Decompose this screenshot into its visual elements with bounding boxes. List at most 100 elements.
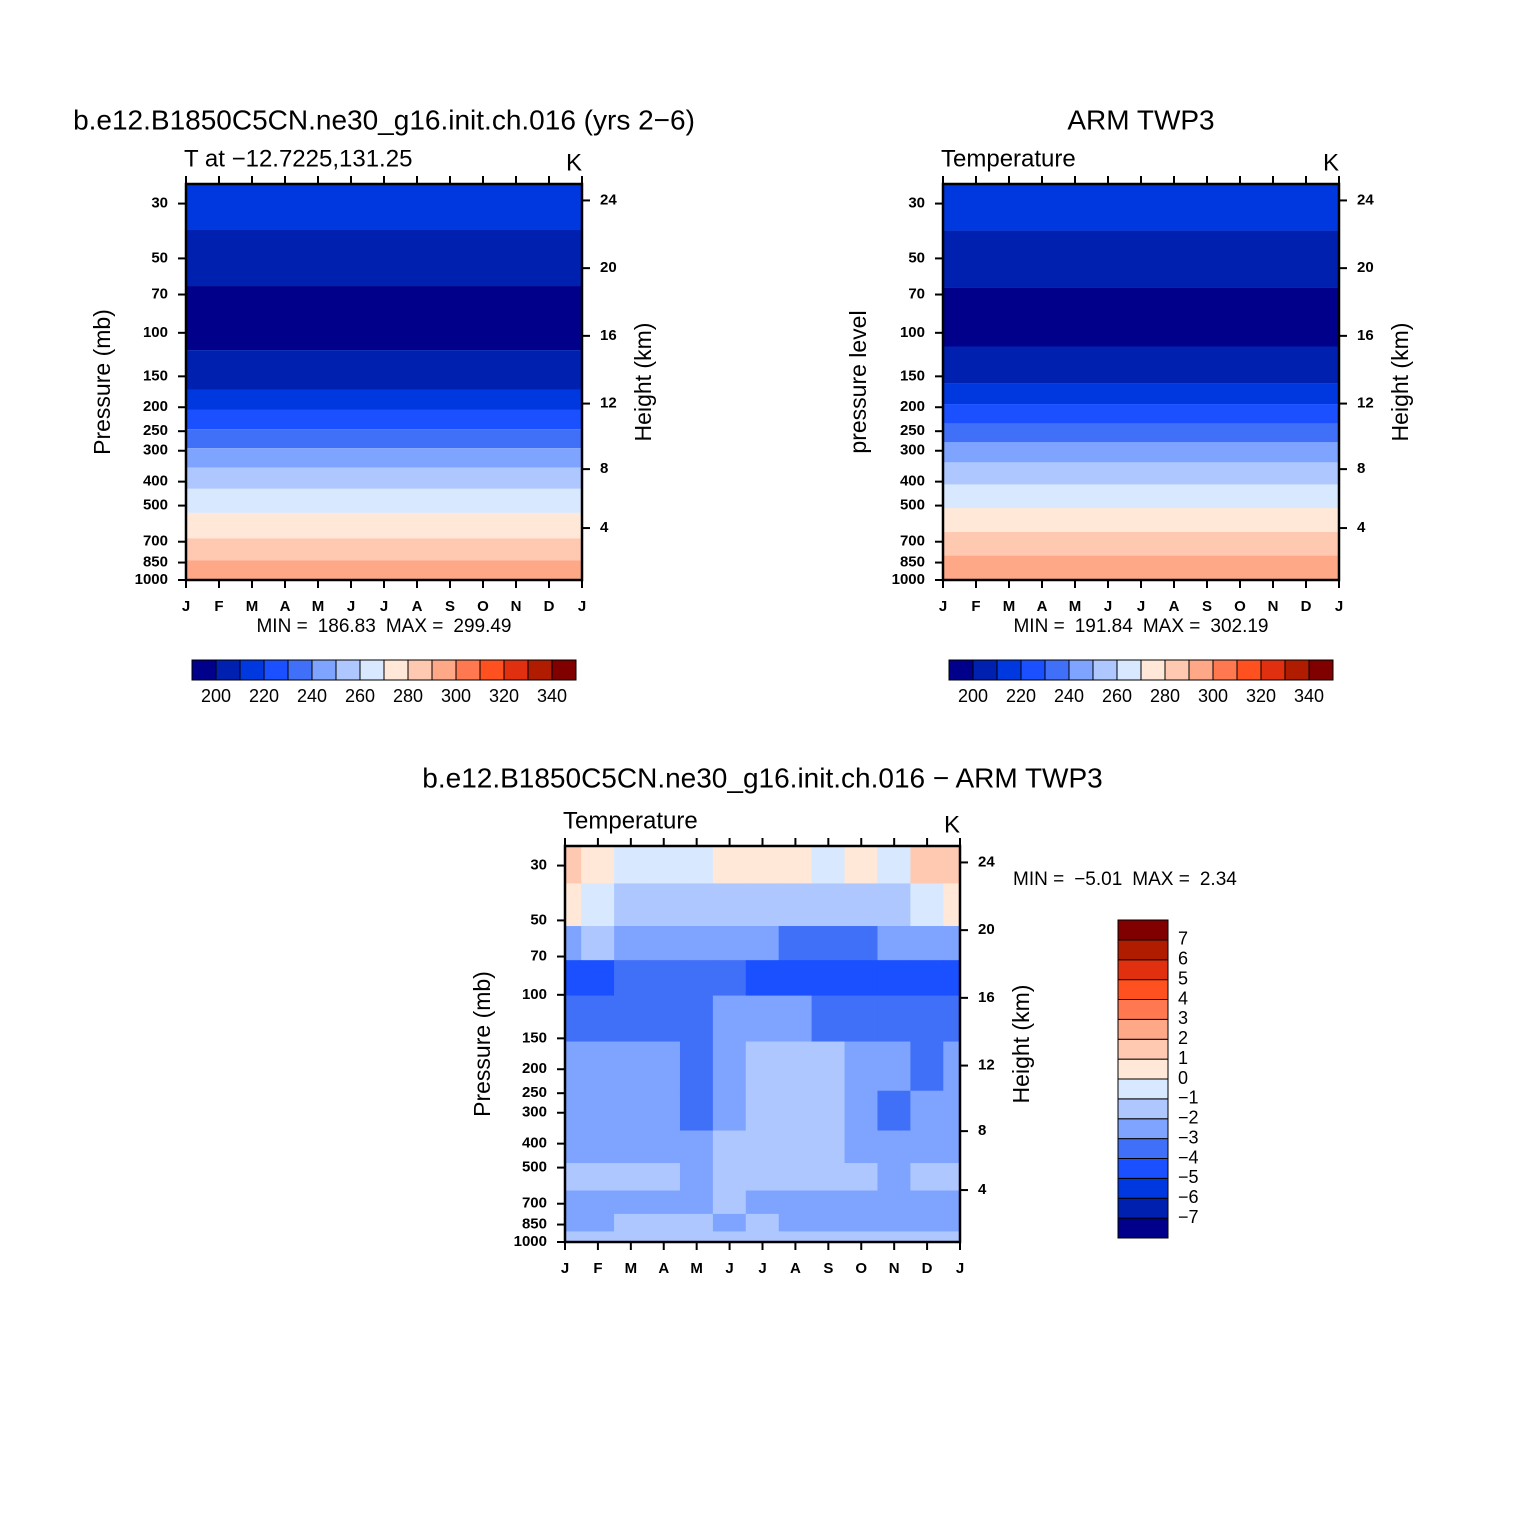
- contour-cell: [679, 1190, 714, 1215]
- panel: b.e12.B1850C5CN.ne30_g16.init.ch.016 (yr…: [73, 104, 695, 705]
- contour-cell: [943, 1190, 961, 1215]
- y2-tick-label: 16: [600, 327, 617, 344]
- y-tick-label: 300: [900, 442, 925, 459]
- colorbar-box: [948, 659, 974, 681]
- contour-cell: [745, 1231, 780, 1243]
- y-tick-label: 50: [151, 249, 168, 266]
- contour-band: [943, 346, 1339, 384]
- colorbar-box: [263, 659, 289, 681]
- contour-cell: [910, 1090, 944, 1132]
- stat-value: 299.49: [453, 616, 511, 637]
- contour-band: [943, 555, 1339, 580]
- contour-cell: [614, 1190, 648, 1215]
- contour-cell: [712, 883, 747, 927]
- y-tick-label: 400: [900, 473, 925, 490]
- contour-cell: [679, 845, 714, 884]
- contour-band: [943, 287, 1339, 347]
- contour-cell: [647, 1231, 681, 1243]
- y-tick-label: 1000: [514, 1233, 547, 1250]
- panel: b.e12.B1850C5CN.ne30_g16.init.ch.016 − A…: [422, 762, 1237, 1277]
- x-tick-label: O: [855, 1260, 867, 1277]
- stat-value: −5.01: [1074, 869, 1122, 890]
- subtitle: T at −12.7225,131.25: [184, 145, 412, 172]
- x-tick-label: F: [593, 1260, 602, 1277]
- y-axis-label: Pressure (mb): [469, 971, 495, 1117]
- contour-cell: [877, 1163, 911, 1192]
- contour-cell: [811, 1231, 846, 1243]
- contour-cell: [844, 960, 878, 997]
- colorbar-label: 340: [537, 686, 567, 706]
- x-tick-label: D: [922, 1260, 933, 1277]
- contour-cell: [811, 1190, 846, 1215]
- x-tick-label: O: [477, 598, 489, 615]
- x-tick-label: A: [658, 1260, 669, 1277]
- colorbar-label: 320: [489, 686, 519, 706]
- colorbar-box: [359, 659, 385, 681]
- y2-tick-label: 12: [1357, 395, 1374, 412]
- contour-cell: [712, 845, 747, 884]
- stat-value: 302.19: [1210, 616, 1268, 637]
- y-tick-label: 100: [522, 986, 547, 1003]
- contour-cell: [778, 960, 813, 997]
- contour-cell: [745, 1163, 780, 1192]
- colorbar-label: 340: [1294, 686, 1324, 706]
- contour-cell: [877, 1041, 911, 1092]
- y2-tick-label: 16: [1357, 327, 1374, 344]
- stat-value: 191.84: [1075, 616, 1134, 637]
- colorbar-label: 260: [345, 686, 375, 706]
- colorbar-box: [1260, 659, 1286, 681]
- y2-tick-label: 4: [1357, 519, 1366, 536]
- contour-cell: [910, 845, 944, 884]
- colorbar-box: [1116, 659, 1142, 681]
- contour-cell: [811, 926, 846, 961]
- contour-cell: [910, 1190, 944, 1215]
- contour-cell: [614, 1213, 648, 1232]
- contour-band: [943, 383, 1339, 405]
- stat-name: MAX =: [386, 616, 444, 637]
- contour-cell: [614, 960, 648, 997]
- units: K: [566, 149, 582, 176]
- contour-cell: [910, 1130, 944, 1164]
- y2-tick-label: 20: [978, 921, 995, 938]
- contour-band: [186, 560, 582, 580]
- x-tick-label: F: [971, 598, 980, 615]
- contour-cell: [778, 926, 813, 961]
- y-tick-label: 200: [522, 1060, 547, 1077]
- y2-tick-label: 12: [600, 395, 617, 412]
- colorbar-box: [479, 659, 505, 681]
- y-axis-label: Pressure (mb): [89, 309, 115, 455]
- contour-cell: [778, 1130, 813, 1164]
- contour-cell: [614, 1130, 648, 1164]
- contour-cell: [712, 1090, 747, 1132]
- colorbar-label: 300: [441, 686, 471, 706]
- y2-tick-label: 16: [978, 989, 995, 1006]
- contour-cell: [679, 1163, 714, 1192]
- colorbar-box: [1117, 1177, 1169, 1199]
- contour-cell: [745, 926, 780, 961]
- contour-cell: [581, 960, 615, 997]
- x-tick-label: J: [578, 598, 586, 615]
- y-tick-label: 850: [143, 554, 168, 571]
- contour-band: [943, 230, 1339, 288]
- y-tick-label: 50: [908, 249, 925, 266]
- x-tick-label: J: [561, 1260, 569, 1277]
- y-tick-label: 300: [143, 442, 168, 459]
- contour-cell: [647, 960, 681, 997]
- contour-cell: [778, 995, 813, 1043]
- contour-cell: [679, 995, 714, 1043]
- contour-cell: [712, 1041, 747, 1092]
- x-tick-label: A: [1037, 598, 1048, 615]
- colorbar-box: [191, 659, 217, 681]
- chart-title: ARM TWP3: [1067, 104, 1214, 135]
- y-tick-label: 50: [530, 911, 547, 928]
- colorbar-label: 1: [1178, 1048, 1188, 1068]
- contour-cell: [844, 1130, 878, 1164]
- contour-cell: [745, 845, 780, 884]
- contour-cell: [811, 883, 846, 927]
- colorbar-box: [1117, 1058, 1169, 1080]
- x-tick-label: F: [214, 598, 223, 615]
- colorbar-box: [1117, 979, 1169, 1000]
- colorbar-box: [1117, 1158, 1169, 1179]
- contour-cell: [877, 1213, 911, 1232]
